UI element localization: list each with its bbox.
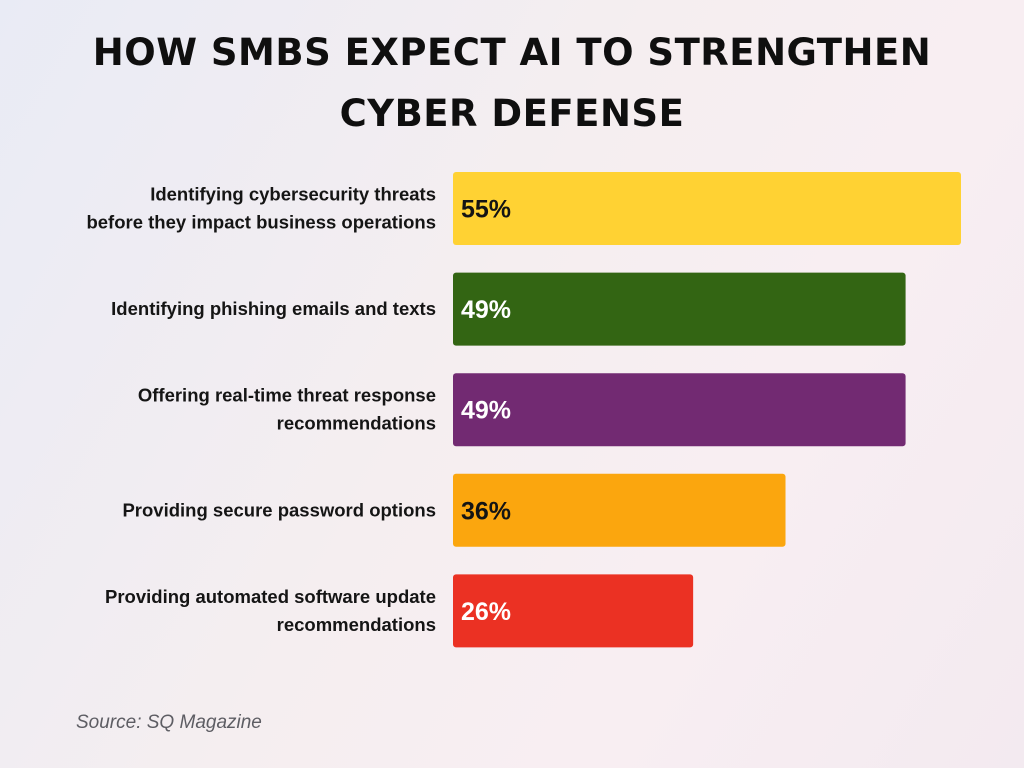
- chart-title-line-2: CYBER DEFENSE: [339, 92, 685, 135]
- bar: [453, 172, 961, 245]
- bar-group: 49% Identifying phishing emails and texts: [111, 272, 906, 346]
- category-label: Providing automated software update: [105, 586, 436, 607]
- bar-value-label: 55%: [461, 196, 511, 224]
- chart-title: HOW SMBS EXPECT AI TO STRENGTHEN CYBER D…: [0, 22, 1024, 144]
- bar-value-label: 26%: [461, 598, 511, 626]
- bar: [453, 574, 694, 648]
- bar-group: 49% Offering real-time threat response rec…: [138, 373, 906, 447]
- bar-group: 26% Providing automated software update re…: [105, 574, 694, 648]
- category-label: Providing secure password options: [122, 499, 436, 520]
- bar-group: 36% Providing secure password options: [122, 473, 786, 547]
- bar-value-label: 36%: [461, 497, 511, 525]
- bar-value-label: 49%: [461, 397, 511, 425]
- category-label: recommendations: [277, 413, 436, 434]
- category-label: Identifying cybersecurity threats: [150, 184, 436, 205]
- bar-value-label: 49%: [461, 296, 511, 324]
- category-label: Identifying phishing emails and texts: [111, 298, 436, 319]
- bar: [453, 473, 786, 547]
- bar: [453, 373, 906, 447]
- category-label: before they impact business operations: [86, 212, 436, 233]
- category-label: recommendations: [277, 614, 436, 635]
- bar-group: 55% Identifying cybersecurity threats befo…: [86, 172, 961, 245]
- category-label: Offering real-time threat response: [138, 385, 436, 406]
- bar: [453, 272, 906, 346]
- source-note: Source: SQ Magazine: [76, 712, 262, 733]
- chart-title-line-1: HOW SMBS EXPECT AI TO STRENGTHEN: [92, 31, 932, 74]
